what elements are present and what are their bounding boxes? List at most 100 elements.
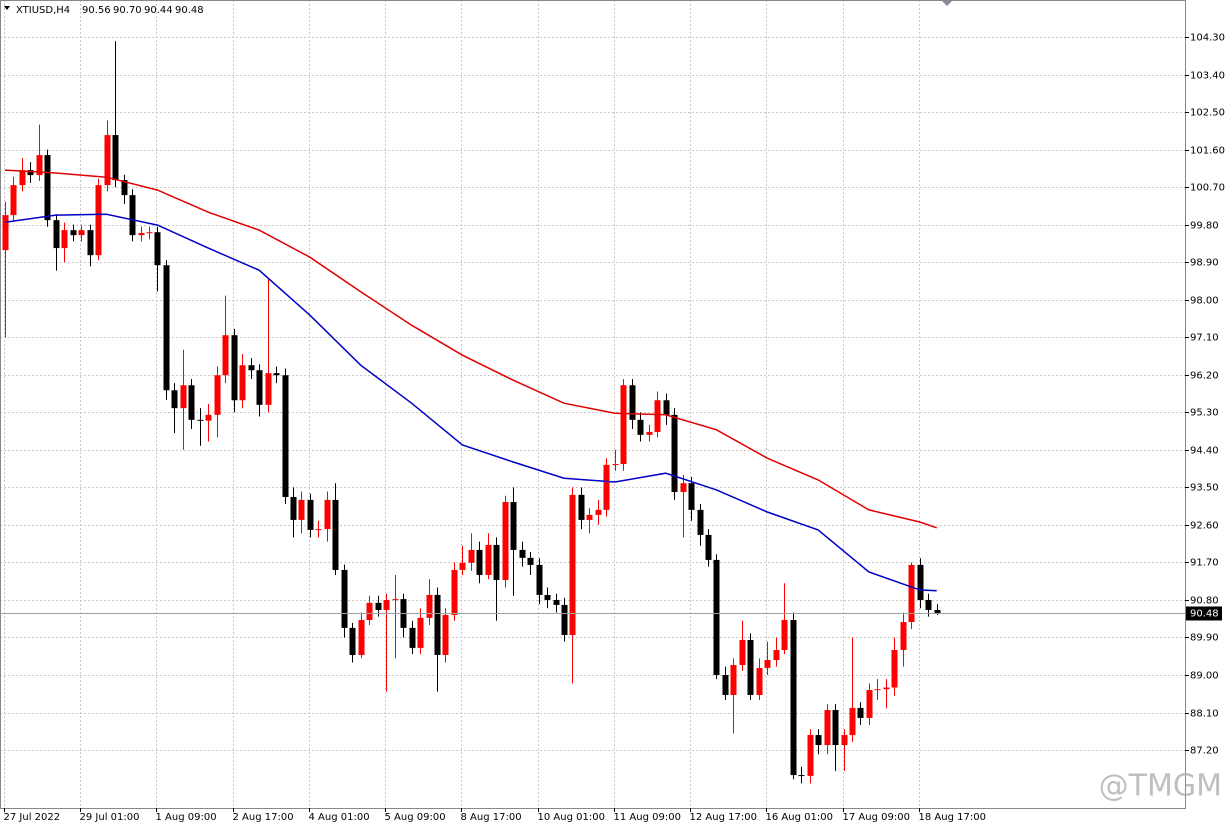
candle-body (536, 564, 543, 595)
candle-body (27, 170, 34, 176)
candle-body (578, 494, 585, 520)
candle-body (19, 170, 26, 186)
candle-body (730, 664, 737, 696)
candle-body (561, 604, 568, 635)
candle-body (222, 335, 229, 376)
candle-body (129, 195, 136, 236)
chart-title: XTIUSD,H4 (16, 5, 70, 16)
candle-body (273, 373, 280, 376)
candle-body (298, 499, 305, 520)
x-tick-label: 10 Aug 01:00 (538, 812, 605, 823)
y-tick-label: 88.10 (1190, 709, 1219, 720)
last-price-label: 90.48 (1190, 609, 1219, 620)
candle-body (197, 419, 204, 421)
candle-body (680, 483, 687, 492)
grid (0, 0, 1185, 808)
candle-body (620, 385, 627, 465)
y-tick-label: 96.20 (1190, 371, 1219, 382)
x-tick-label: 5 Aug 09:00 (385, 812, 446, 823)
candle-body (934, 609, 941, 614)
x-tick-label: 11 Aug 09:00 (614, 812, 681, 823)
ohlc-high: 90.70 (113, 5, 142, 16)
x-tick-label: 2 Aug 17:00 (233, 812, 294, 823)
x-tick-label: 1 Aug 09:00 (156, 812, 217, 823)
candle-body (205, 414, 212, 421)
candle-body (722, 675, 729, 696)
candle-body (527, 557, 534, 565)
y-tick-label: 104.30 (1190, 33, 1225, 44)
candle-body (713, 559, 720, 676)
candle-body (341, 569, 348, 628)
candle-body (663, 400, 670, 415)
candle-body (10, 185, 17, 216)
candle-body (510, 501, 517, 550)
candle-body (646, 431, 653, 435)
x-tick-label: 29 Jul 01:00 (80, 812, 140, 823)
y-tick-label: 91.70 (1190, 558, 1219, 569)
candle-body (891, 649, 898, 688)
candle-body (612, 464, 619, 466)
candle-body (442, 614, 449, 655)
candle-body (747, 639, 754, 696)
candle-body (188, 385, 195, 420)
candle-body (282, 375, 289, 497)
y-tick-label: 98.00 (1190, 296, 1219, 307)
candle-body (764, 659, 771, 668)
candle-body (629, 385, 636, 420)
candle-body (70, 230, 77, 236)
y-tick-label: 92.60 (1190, 521, 1219, 532)
candle-body (688, 483, 695, 510)
candle-body (409, 627, 416, 648)
candle-body (53, 220, 60, 249)
candle-body (874, 689, 881, 691)
x-tick-label: 18 Aug 17:00 (919, 812, 986, 823)
y-tick-label: 94.40 (1190, 446, 1219, 457)
candle-body (451, 569, 458, 615)
candle-body (739, 639, 746, 665)
candle-body (908, 564, 915, 623)
candle-body (866, 690, 873, 718)
candle-body (358, 619, 365, 655)
candle-body (917, 564, 924, 600)
candle-body (519, 549, 526, 558)
candle-body (112, 135, 119, 181)
candle-body (705, 534, 712, 560)
axes (0, 0, 1186, 809)
moving-average (4, 169, 937, 529)
candle-body (841, 735, 848, 746)
x-tick-label: 16 Aug 01:00 (766, 812, 833, 823)
watermark: @TMGM (1099, 769, 1222, 804)
candle-body (146, 232, 153, 234)
candle-body (290, 496, 297, 520)
y-tick-label: 102.50 (1190, 108, 1225, 119)
candle-body (468, 549, 475, 563)
candle-body (654, 400, 661, 432)
candle-body (417, 617, 424, 648)
y-tick-label: 89.00 (1190, 671, 1219, 682)
y-tick-label: 101.60 (1190, 146, 1225, 157)
candle-body (569, 494, 576, 635)
moving-average (4, 213, 937, 592)
y-tick-label: 93.50 (1190, 483, 1219, 494)
candle-body (383, 599, 390, 610)
candle-body (87, 230, 94, 256)
candle-body (265, 373, 272, 405)
candle-body (61, 230, 68, 249)
y-tick-label: 87.20 (1190, 746, 1219, 757)
plot (2, 41, 941, 784)
candle-body (637, 419, 644, 435)
ohlc-close: 90.48 (175, 5, 204, 16)
candle-body (544, 594, 551, 600)
x-tick-label: 17 Aug 09:00 (843, 812, 910, 823)
y-tick-label: 100.70 (1190, 183, 1225, 194)
candle-body (697, 509, 704, 535)
candle-body (781, 619, 788, 650)
candle-body (375, 602, 382, 610)
candle-body (815, 735, 822, 746)
candle-body (790, 619, 797, 776)
candle-body (900, 622, 907, 650)
candle-body (883, 687, 890, 690)
candle-body (434, 594, 441, 655)
candle-body (256, 370, 263, 405)
